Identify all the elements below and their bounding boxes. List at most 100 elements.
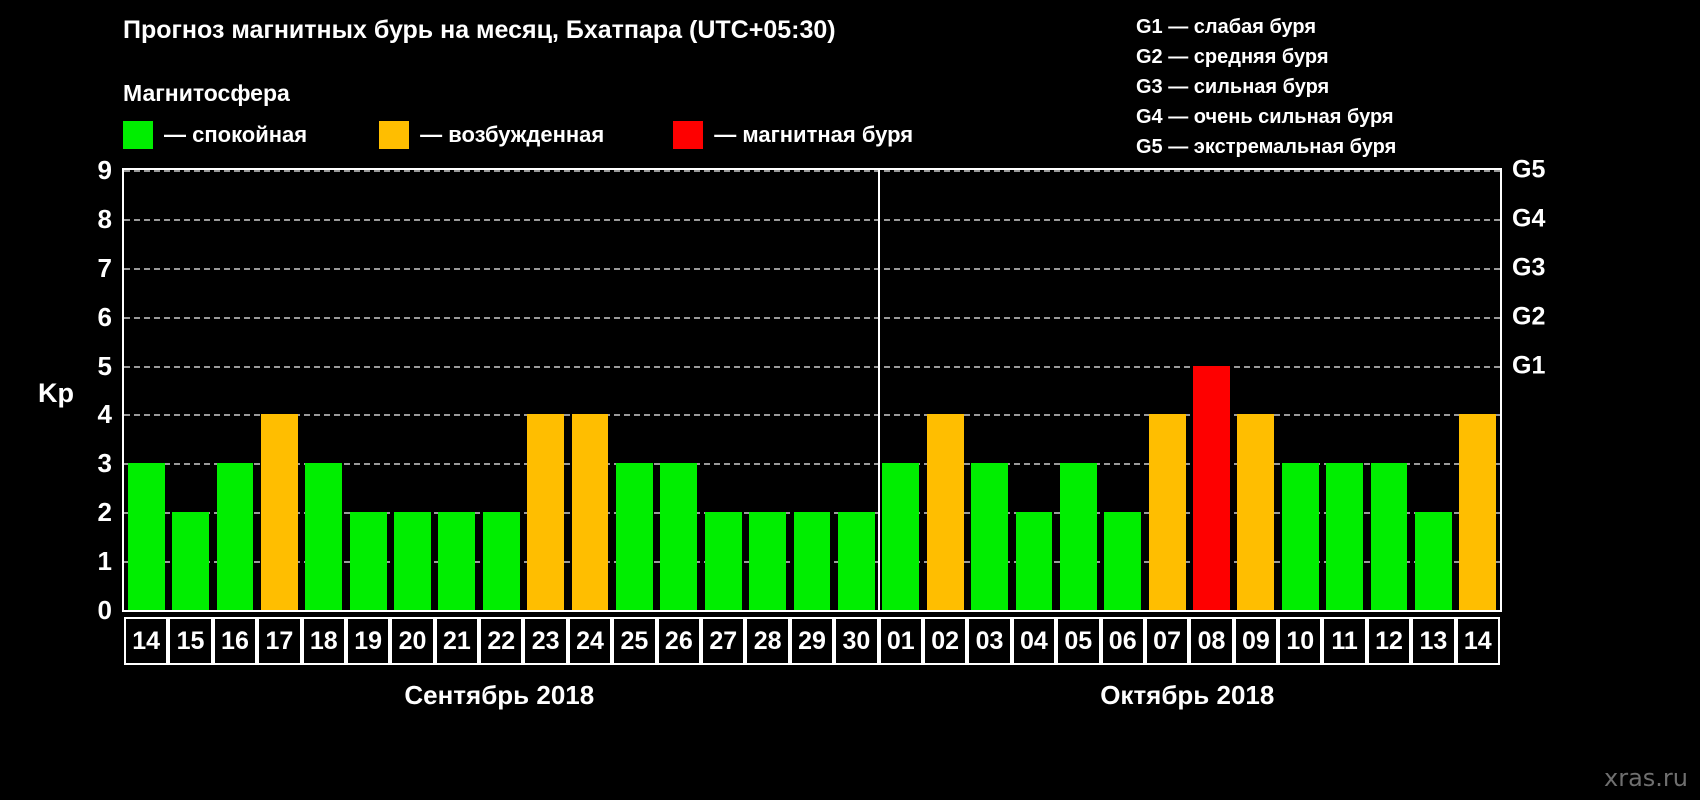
x-axis-day-box-27: 11 xyxy=(1322,617,1367,665)
x-axis-day-box-15: 29 xyxy=(789,617,835,665)
y-axis-title: Kp xyxy=(38,378,74,408)
x-axis-day-box-12: 26 xyxy=(656,617,702,665)
x-axis-day-box-0: 14 xyxy=(124,617,169,665)
y-axis: 0 1 2 3 4 5 6 7 8 9 xyxy=(60,157,180,623)
x-axis-day-box-2: 16 xyxy=(212,617,258,665)
g-scale-axis: G1 G2 G3 G4 G5 xyxy=(1512,157,1582,608)
x-axis-day-box-13: 27 xyxy=(701,617,746,665)
gridline-kp-5 xyxy=(124,365,1500,368)
bar-day-20 xyxy=(394,512,431,610)
bar-day-09 xyxy=(1237,414,1275,610)
x-axis-day-box-4: 18 xyxy=(301,617,346,665)
legend-item-unsettled: — возбужденная xyxy=(379,120,604,150)
bar-day-12 xyxy=(1370,463,1408,610)
g-axis-label-g4: G4 xyxy=(1512,204,1546,233)
gridline-kp-7 xyxy=(124,267,1500,270)
y-tick-label-1: 1 xyxy=(97,546,112,577)
y-tick-label-4: 4 xyxy=(97,399,112,430)
g-axis-label-g2: G2 xyxy=(1512,302,1546,331)
bar-day-28 xyxy=(749,512,787,610)
x-axis-day-box-26: 10 xyxy=(1278,617,1323,665)
bar-day-14 xyxy=(127,463,165,610)
x-axis-day-box-16: 30 xyxy=(834,617,879,665)
g-scale-key-text: — сильная буря xyxy=(1162,76,1330,98)
g-scale-key-text: — экстремальная буря xyxy=(1162,136,1397,158)
legend-item-quiet: — спокойная xyxy=(123,120,307,150)
legend-label-quiet: — спокойная xyxy=(164,122,308,147)
g-scale-key-row-g4: G4 — очень сильная буря xyxy=(1136,102,1566,132)
page-title: Прогноз магнитных бурь на месяц, Бхатпар… xyxy=(123,16,836,44)
g-scale-key: G1 — слабая буря G2 — средняя буря G3 — си… xyxy=(1136,12,1566,162)
legend-label-storm: — магнитная буря xyxy=(714,122,914,147)
y-tick-label-5: 5 xyxy=(97,350,112,381)
bar-day-26 xyxy=(660,463,698,610)
bar-day-18 xyxy=(305,463,343,610)
g-scale-key-code: G3 xyxy=(1136,76,1163,98)
watermark: xras.ru xyxy=(1604,764,1688,792)
gridline-kp-8 xyxy=(124,218,1500,221)
x-axis-day-box-17: 01 xyxy=(878,617,923,665)
y-tick-label-0: 0 xyxy=(97,595,112,625)
bar-day-17 xyxy=(260,414,298,610)
gridline-kp-6 xyxy=(124,316,1500,319)
g-scale-key-row-g5: G5 — экстремальная буря xyxy=(1136,132,1566,162)
x-axis-day-box-11: 25 xyxy=(612,617,657,665)
x-axis-day-box-10: 24 xyxy=(567,617,613,665)
legend-label-unsettled: — возбужденная xyxy=(420,122,605,147)
gridline-kp-3 xyxy=(124,463,1500,466)
x-axis-day-box-21: 05 xyxy=(1056,617,1101,665)
g-axis-label-g1: G1 xyxy=(1512,351,1546,380)
y-tick-label-3: 3 xyxy=(97,448,112,479)
x-axis-day-box-8: 22 xyxy=(479,617,524,665)
x-axis-day-box-19: 03 xyxy=(967,617,1012,665)
x-axis-day-labels: 14 15 16 17 18 19 20 21 22 23 24 25 26 27 28 29 30 01 02 03… xyxy=(122,617,1502,665)
g-axis-label-g3: G3 xyxy=(1512,253,1546,282)
x-axis-day-box-22: 06 xyxy=(1100,617,1145,665)
month-caption-0: Сентябрь 2018 xyxy=(404,680,595,710)
x-axis-day-box-23: 07 xyxy=(1144,617,1190,665)
bar-day-13 xyxy=(1414,512,1452,610)
bar-day-05 xyxy=(1059,463,1097,610)
gridline-kp-4 xyxy=(124,414,1500,417)
x-axis-day-box-28: 12 xyxy=(1366,617,1412,665)
g-scale-key-text: — средняя буря xyxy=(1162,46,1329,68)
g-scale-key-text: — очень сильная буря xyxy=(1162,106,1394,128)
bar-day-21 xyxy=(438,512,476,610)
g-scale-key-text: — слабая буря xyxy=(1162,16,1317,38)
x-axis-day-box-7: 21 xyxy=(434,617,480,665)
y-tick-label-9: 9 xyxy=(97,155,112,185)
legend-heading: Магнитосфера xyxy=(123,80,290,106)
x-axis-day-box-24: 08 xyxy=(1189,617,1234,665)
bar-day-30 xyxy=(837,512,875,610)
x-axis-day-box-6: 20 xyxy=(390,617,435,665)
y-tick-label-7: 7 xyxy=(97,252,112,283)
x-axis-day-box-18: 02 xyxy=(922,617,968,665)
bar-day-03 xyxy=(971,463,1008,610)
bar-day-01 xyxy=(882,463,920,610)
bar-day-24 xyxy=(571,414,609,610)
x-axis-day-box-25: 09 xyxy=(1233,617,1279,665)
bar-day-27 xyxy=(704,512,742,610)
g-scale-key-code: G2 xyxy=(1136,46,1163,68)
bar-day-02 xyxy=(926,414,964,610)
x-axis-day-box-14: 28 xyxy=(745,617,790,665)
x-axis-day-box-20: 04 xyxy=(1011,617,1057,665)
legend-item-storm: — магнитная буря xyxy=(673,120,913,150)
month-divider xyxy=(877,170,880,610)
y-tick-label-6: 6 xyxy=(97,301,112,332)
x-axis-day-box-9: 23 xyxy=(523,617,568,665)
bar-day-22 xyxy=(482,512,520,610)
bar-day-08 xyxy=(1193,365,1230,610)
bars xyxy=(124,170,1500,610)
legend-swatch-quiet-icon xyxy=(123,121,153,149)
x-axis-day-box-1: 15 xyxy=(168,617,213,665)
legend: — спокойная — возбужденная — магнитная б… xyxy=(123,120,913,150)
bar-day-06 xyxy=(1104,512,1142,610)
y-tick-label-8: 8 xyxy=(97,203,112,234)
gridline-kp-9 xyxy=(124,170,1500,172)
g-scale-key-row-g3: G3 — сильная буря xyxy=(1136,72,1566,102)
bar-day-10 xyxy=(1281,463,1319,610)
y-tick-label-2: 2 xyxy=(97,497,112,528)
bar-day-23 xyxy=(527,414,565,610)
bar-day-15 xyxy=(172,512,209,610)
